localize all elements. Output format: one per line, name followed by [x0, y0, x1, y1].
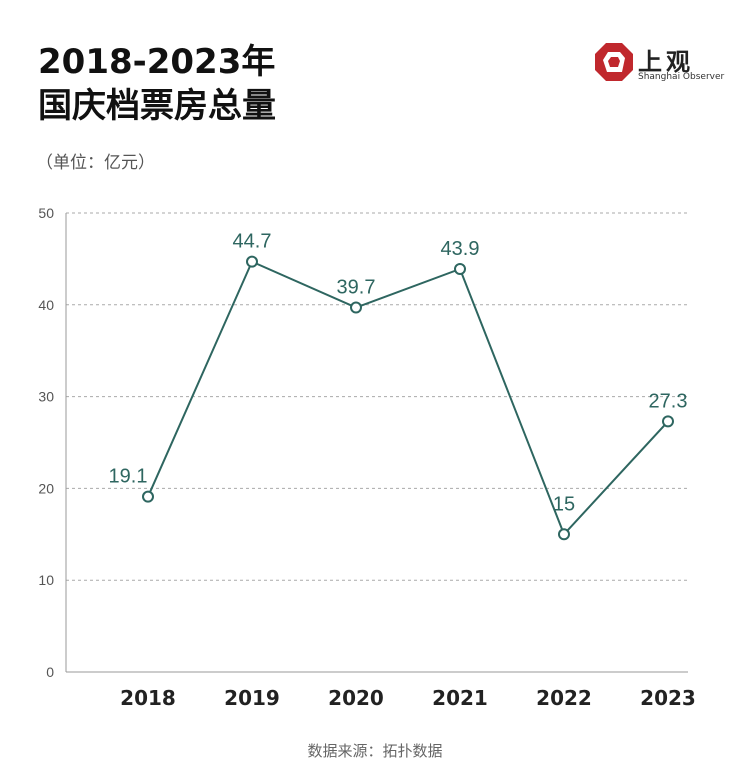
y-tick-label: 0	[46, 664, 54, 680]
x-tick-label: 2018	[120, 686, 176, 710]
y-tick-label: 40	[38, 297, 54, 313]
x-tick-label: 2021	[432, 686, 488, 710]
data-point	[246, 255, 258, 268]
data-point	[350, 301, 362, 314]
logo-mark-icon	[595, 43, 633, 81]
data-label: 19.1	[109, 466, 148, 488]
y-tick-label: 30	[38, 389, 54, 405]
shanghai-observer-logo: 上观 Shanghai Observer	[594, 42, 724, 86]
y-tick-label: 50	[38, 205, 54, 221]
chart-title: 2018-2023年 国庆档票房总量	[38, 40, 276, 128]
x-tick-label: 2020	[328, 686, 384, 710]
y-tick-label: 10	[38, 572, 54, 588]
data-label: 39.7	[337, 277, 376, 299]
x-tick-label: 2023	[640, 686, 696, 710]
data-label: 43.9	[441, 238, 480, 260]
data-label: 44.7	[233, 231, 272, 253]
unit-label: （单位：亿元）	[36, 153, 155, 173]
data-label: 15	[553, 493, 575, 515]
line-chart: 0 10 20 30 40 50 2018 2019 2020 2021 2022 2023 19.1 4…	[38, 205, 696, 710]
data-point	[142, 490, 154, 503]
data-label: 27.3	[649, 390, 688, 412]
data-point	[662, 415, 674, 428]
x-tick-label: 2019	[224, 686, 280, 710]
x-tick-label: 2022	[536, 686, 592, 710]
series-line	[147, 260, 669, 537]
data-point	[454, 262, 466, 275]
logo-english-text: Shanghai Observer	[638, 72, 725, 82]
data-point	[558, 528, 570, 541]
logo-chinese-text: 上观	[638, 48, 694, 76]
y-tick-label: 20	[38, 480, 54, 496]
chart-title-line: 2018-2023年	[38, 42, 276, 82]
chart-title-line: 国庆档票房总量	[38, 86, 276, 126]
data-source: 数据来源：拓扑数据	[307, 742, 443, 760]
